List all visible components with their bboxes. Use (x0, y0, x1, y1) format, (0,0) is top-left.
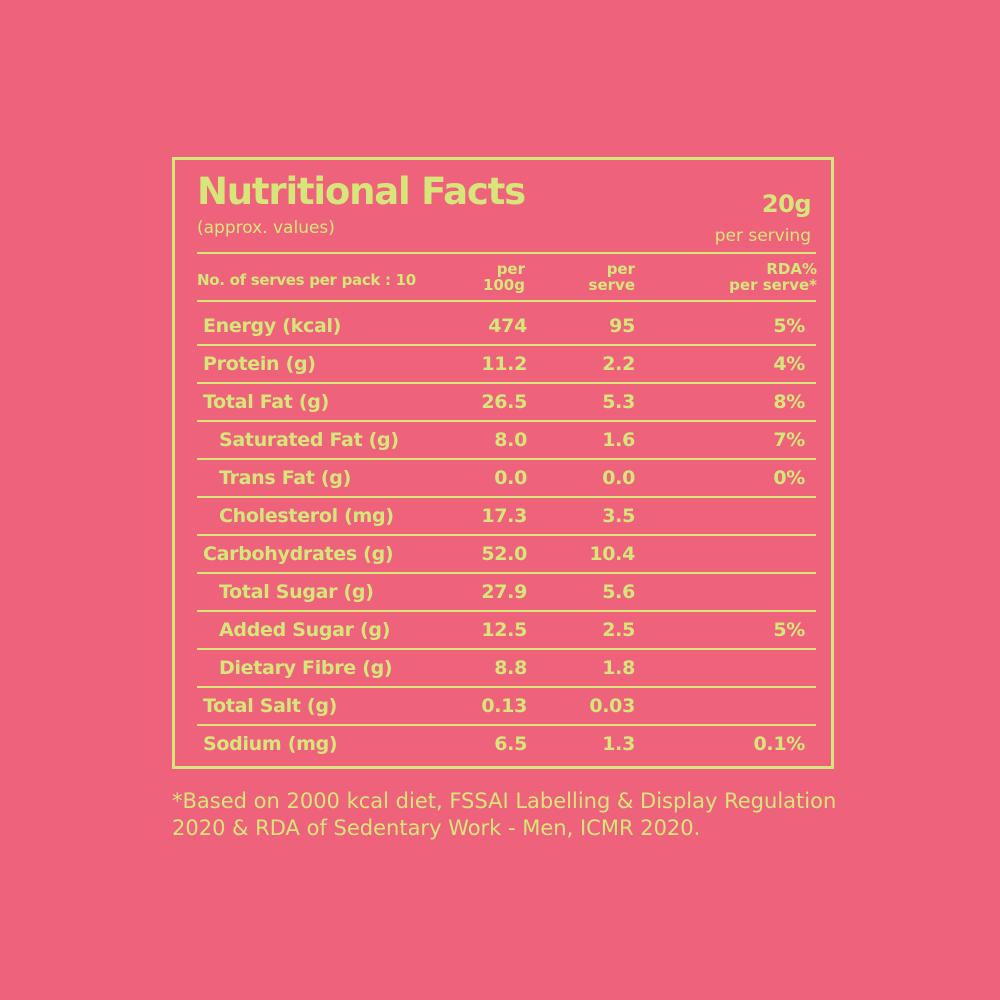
nutrient-name: Saturated Fat (g) (219, 429, 399, 451)
table-row: Protein (g) 11.2 2.2 4% (197, 344, 816, 384)
rda-value: 0.1% (753, 733, 806, 755)
header-per-100g-line1: per (496, 260, 525, 278)
table-row: Total Salt (g) 0.13 0.03 (197, 686, 816, 726)
per-serve-value: 0.0 (602, 467, 635, 489)
per-100g-value: 474 (488, 315, 527, 337)
header-rda-line1: RDA% (766, 260, 817, 278)
per-100g-value: 6.5 (494, 733, 527, 755)
per-serve-value: 10.4 (589, 543, 635, 565)
serving-size: 20g (761, 190, 812, 218)
per-100g-value: 8.0 (494, 429, 527, 451)
nutrient-name: Total Fat (g) (203, 391, 329, 413)
panel-title: Nutritional Facts (197, 170, 526, 213)
header-per-serve-line1: per (606, 260, 635, 278)
table-row: Carbohydrates (g) 52.0 10.4 (197, 534, 816, 574)
header-per-serve-line2: serve (588, 276, 635, 294)
nutrient-name: Total Salt (g) (203, 695, 338, 717)
table-row: Sodium (mg) 6.5 1.3 0.1% (197, 724, 816, 762)
nutrient-name: Energy (kcal) (203, 315, 342, 337)
header-per-100g: per 100g (483, 261, 525, 293)
table-row: Total Sugar (g) 27.9 5.6 (197, 572, 816, 612)
divider (197, 300, 816, 302)
per-serve-value: 95 (609, 315, 635, 337)
rda-value: 4% (773, 353, 805, 375)
nutrient-name: Dietary Fibre (g) (219, 657, 393, 679)
nutrition-facts-panel: Nutritional Facts (approx. values) 20g p… (172, 157, 834, 769)
nutrient-name: Total Sugar (g) (219, 581, 374, 603)
per-100g-value: 0.0 (494, 467, 527, 489)
rda-value: 8% (773, 391, 805, 413)
nutrient-name: Added Sugar (g) (219, 619, 391, 641)
header-rda-line2: per serve* (729, 276, 817, 294)
rda-value: 7% (773, 429, 805, 451)
table-row: Trans Fat (g) 0.0 0.0 0% (197, 458, 816, 498)
header-per-serve: per serve (589, 261, 635, 293)
table-row: Saturated Fat (g) 8.0 1.6 7% (197, 420, 816, 460)
per-serve-value: 0.03 (589, 695, 635, 717)
nutrient-name: Protein (g) (203, 353, 316, 375)
footnote: *Based on 2000 kcal diet, FSSAI Labellin… (172, 789, 837, 840)
header-serves-per-pack: No. of serves per pack : 10 (197, 271, 416, 289)
per-serve-value: 3.5 (602, 505, 635, 527)
per-100g-value: 27.9 (481, 581, 527, 603)
serving-label: per serving (714, 226, 811, 246)
per-100g-value: 52.0 (481, 543, 527, 565)
table-row: Added Sugar (g) 12.5 2.5 5% (197, 610, 816, 650)
per-100g-value: 26.5 (481, 391, 527, 413)
per-100g-value: 0.13 (481, 695, 527, 717)
table-row: Energy (kcal) 474 95 5% (197, 306, 816, 346)
header-rda: RDA% per serve* (729, 261, 817, 293)
panel-subtitle: (approx. values) (197, 218, 335, 238)
per-100g-value: 17.3 (481, 505, 527, 527)
rda-value: 5% (773, 315, 805, 337)
per-serve-value: 1.6 (602, 429, 635, 451)
per-100g-value: 11.2 (481, 353, 527, 375)
table-row: Dietary Fibre (g) 8.8 1.8 (197, 648, 816, 688)
header-per-100g-line2: 100g (482, 276, 525, 294)
per-serve-value: 5.6 (602, 581, 635, 603)
per-serve-value: 1.8 (602, 657, 635, 679)
rda-value: 5% (773, 619, 805, 641)
nutrient-name: Cholesterol (mg) (219, 505, 394, 527)
per-100g-value: 8.8 (494, 657, 527, 679)
nutrient-name: Carbohydrates (g) (203, 543, 394, 565)
rda-value: 0% (773, 467, 805, 489)
nutrient-name: Sodium (mg) (203, 733, 338, 755)
per-serve-value: 1.3 (602, 733, 635, 755)
per-serve-value: 2.2 (602, 353, 635, 375)
table-row: Total Fat (g) 26.5 5.3 8% (197, 382, 816, 422)
per-serve-value: 2.5 (602, 619, 635, 641)
divider (197, 252, 816, 254)
nutrient-name: Trans Fat (g) (219, 467, 351, 489)
per-100g-value: 12.5 (481, 619, 527, 641)
per-serve-value: 5.3 (602, 391, 635, 413)
table-row: Cholesterol (mg) 17.3 3.5 (197, 496, 816, 536)
